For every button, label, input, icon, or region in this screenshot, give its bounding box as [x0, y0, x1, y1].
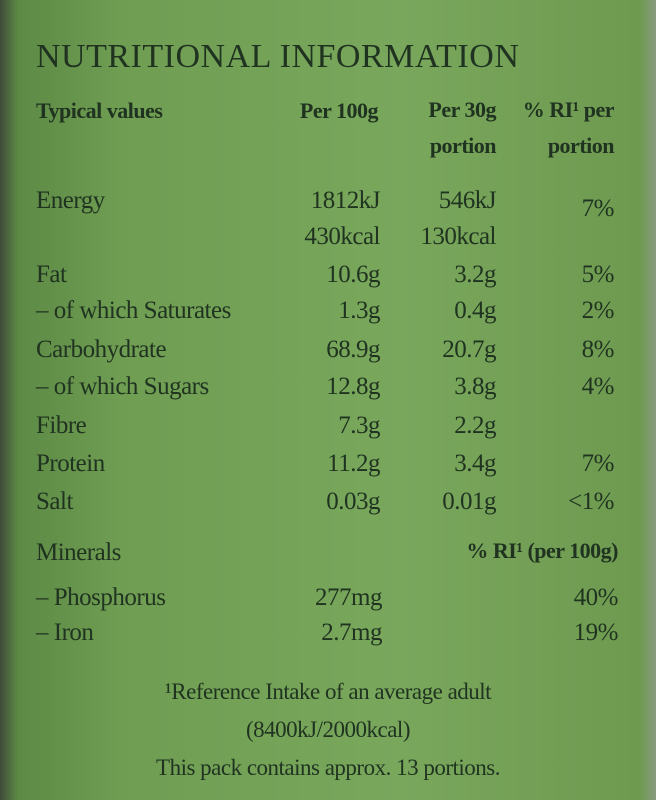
per-100g: 0.03g: [326, 488, 380, 515]
nutrient-label: Protein: [36, 450, 105, 477]
nutrient-label: Fibre: [36, 412, 87, 439]
mineral-per-100g: 277mg: [315, 584, 382, 611]
footnote-line: (8400kJ/2000kcal): [246, 717, 410, 742]
nutrient-label: Energy: [36, 187, 105, 214]
ri-per-portion: 7%: [581, 195, 615, 222]
footnote-line: ¹Reference Intake of an average adult: [164, 679, 492, 704]
per-100g: 7.3g: [338, 412, 380, 439]
per-30g: 546kJ: [438, 187, 497, 214]
ri-per-portion: 5%: [581, 261, 615, 288]
mineral-label: – Iron: [36, 619, 94, 646]
ri-per-portion: 8%: [581, 336, 615, 363]
per-100g: 1812kJ: [310, 187, 381, 214]
per-30g: 0.4g: [454, 297, 496, 324]
mineral-ri: 19%: [573, 619, 619, 646]
per-30g: 20.7g: [442, 336, 496, 363]
per-30g: 130kcal: [420, 223, 496, 250]
mineral-ri: 40%: [573, 584, 619, 611]
header-cell: % RI¹ per portion: [522, 97, 615, 158]
title: NUTRITIONAL INFORMATION: [36, 38, 520, 75]
ri-per-portion: 4%: [581, 373, 615, 400]
per-100g: 10.6g: [326, 261, 380, 288]
per-100g: 12.8g: [326, 373, 380, 400]
per-100g: 1.3g: [338, 297, 380, 324]
ri-per-portion: 2%: [581, 297, 615, 324]
per-30g: 3.2g: [454, 261, 496, 288]
mineral-label: – Phosphorus: [36, 584, 166, 611]
nutrient-label: – of which Saturates: [36, 297, 231, 324]
header-cell: Per 30g portion: [428, 97, 496, 158]
per-30g: 3.8g: [454, 373, 496, 400]
footnote-line: This pack contains approx. 13 portions.: [156, 755, 500, 780]
per-100g: 68.9g: [326, 336, 380, 363]
nutrient-label: Salt: [36, 488, 73, 515]
per-30g: 0.01g: [442, 488, 496, 515]
ri-per-portion: <1%: [568, 488, 614, 515]
header-cell: Per 100g: [299, 98, 379, 123]
per-30g: 2.2g: [454, 412, 496, 439]
per-100g: 430kcal: [304, 223, 380, 250]
per-30g: 3.4g: [454, 450, 496, 477]
nutrient-label: Fat: [36, 261, 67, 288]
nutrient-label: – of which Sugars: [36, 373, 209, 400]
mineral-per-100g: 2.7mg: [321, 619, 382, 646]
header-cell: Typical values: [36, 98, 163, 123]
per-100g: 11.2g: [327, 450, 380, 477]
ri-per-portion: 7%: [581, 450, 615, 477]
minerals-label: Minerals: [36, 539, 121, 566]
minerals-ri-header: % RI¹ (per 100g): [466, 538, 618, 563]
nutrient-label: Carbohydrate: [36, 336, 167, 363]
